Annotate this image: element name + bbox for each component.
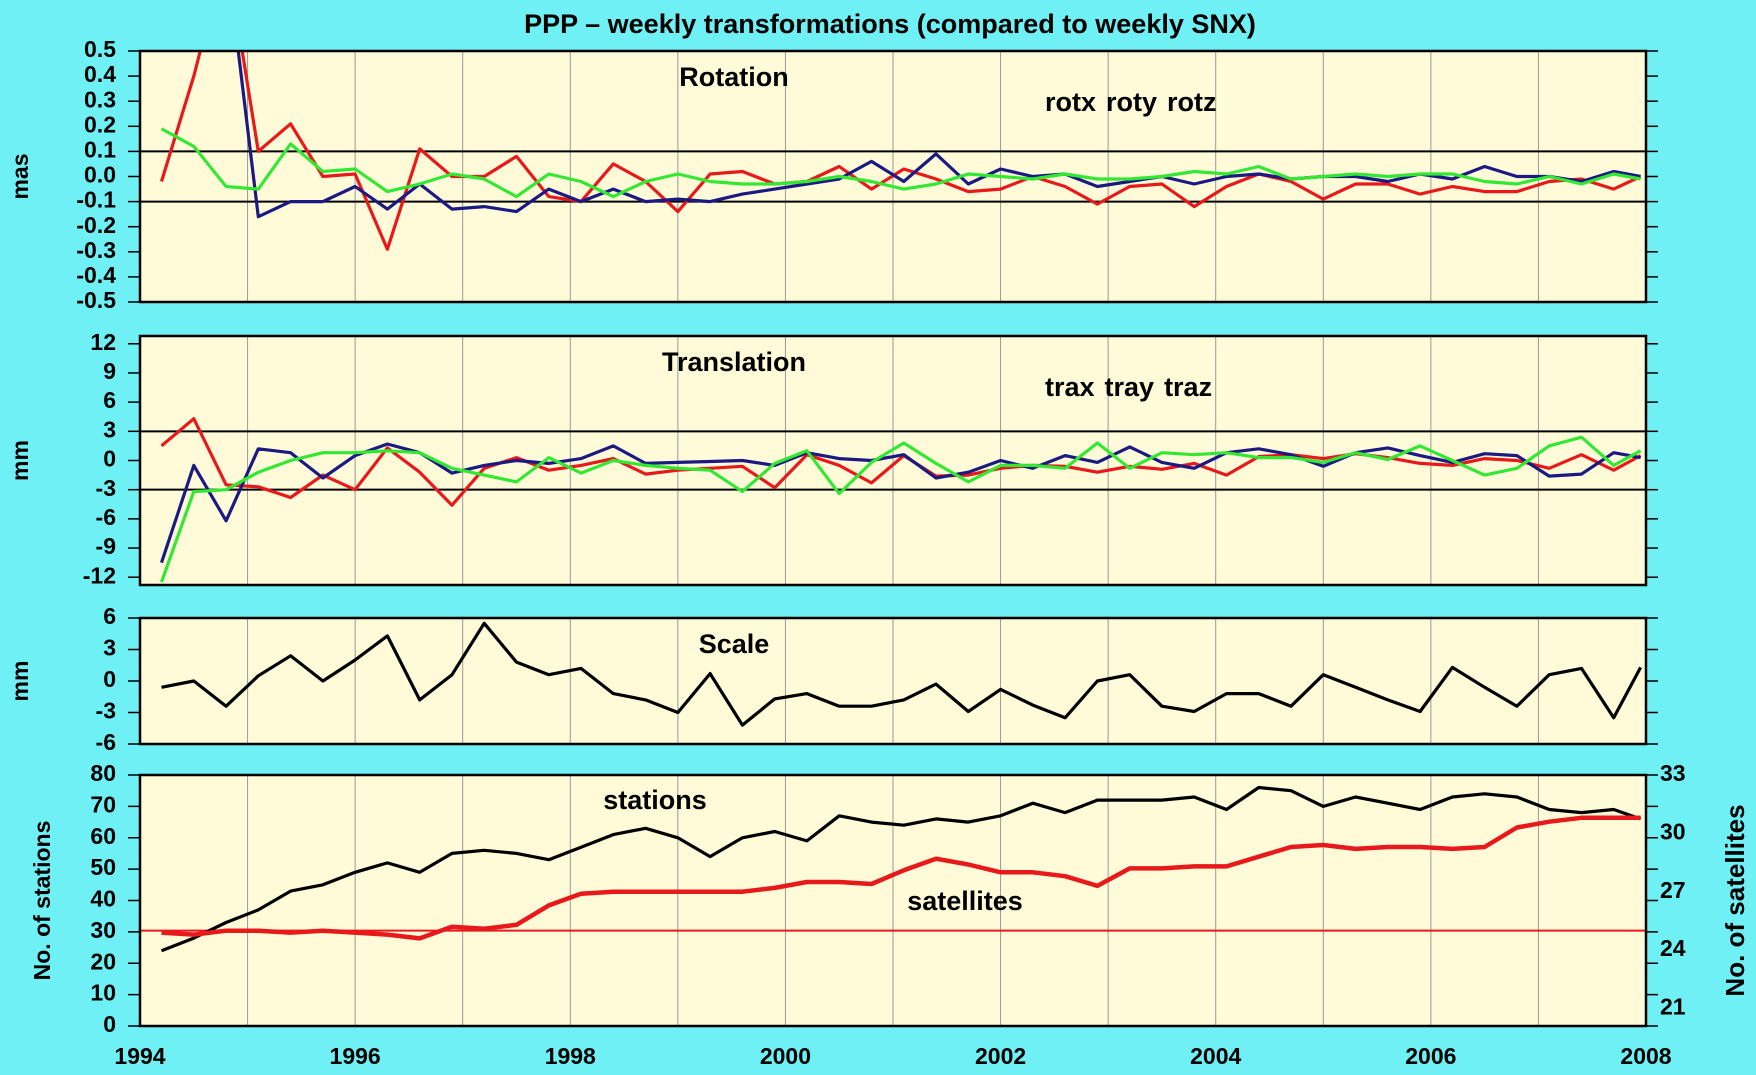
series-line [159,442,1641,564]
y-tick-label: 0.2 [84,111,116,137]
y-axis-label: mas [7,153,33,199]
plot-frame [138,334,1648,587]
series-line [161,621,1643,727]
y-tick-label: 10 [90,980,116,1006]
y-tick-label: 3 [103,416,116,442]
series-line [159,435,1642,583]
y-tick-label: 6 [103,387,116,413]
panel-title: Translation [662,347,806,377]
y-tick-label: -9 [96,533,116,559]
legend-entry: roty [1106,87,1157,117]
x-tick-label: 1996 [330,1043,381,1069]
plot-frame [138,773,1648,1028]
y-tick-label: -0.4 [76,262,116,288]
x-tick-label: 2000 [760,1043,811,1069]
legend-entry: rotx [1045,87,1096,117]
x-tick-label: 2004 [1190,1043,1241,1069]
y-tick-label: -6 [96,729,116,755]
y-tick-label: 0.1 [84,136,116,162]
y-tick-label: 6 [103,603,116,629]
y-tick-label: 0 [103,446,116,472]
y-tick-label: -3 [96,475,116,501]
legend-entry: tray [1105,372,1155,402]
plot-frame [138,616,1648,746]
y2-tick-label: 27 [1660,877,1686,903]
y-tick-label: -6 [96,504,116,530]
y-tick-label: -0.5 [76,287,116,313]
x-tick-label: 2006 [1405,1043,1456,1069]
plot-frame [138,49,1648,304]
panel-title: Rotation [679,62,788,92]
y-tick-label: 0.3 [84,86,116,112]
y2-axis-label: No. of satellites [1720,804,1750,996]
y-tick-label: 9 [103,358,116,384]
y-axis-label: No. of stations [29,821,55,981]
panel-title: Scale [699,629,770,659]
legend-entry: trax [1045,372,1095,402]
y-tick-label: 3 [103,635,116,661]
x-tick-label: 2002 [975,1043,1026,1069]
y-tick-label: 70 [90,791,116,817]
chart-title: PPP – weekly transformations (compared t… [524,9,1256,39]
series-line [160,785,1642,953]
y-tick-label: -3 [96,698,116,724]
series-label: satellites [907,886,1023,916]
y-tick-label: 50 [90,854,116,880]
y-tick-label: -0.2 [76,212,116,238]
x-tick-label: 2008 [1620,1043,1671,1069]
y2-tick-label: 33 [1660,760,1686,786]
y-tick-label: 0.4 [84,61,116,87]
y-tick-label: 40 [90,886,116,912]
series-line [236,51,1641,219]
series-line [161,815,1641,941]
y-tick-label: -12 [83,562,116,588]
series-line [160,127,1641,199]
y-tick-label: 12 [90,329,116,355]
legend-entry: rotz [1167,87,1217,117]
y-tick-label: 20 [90,948,116,974]
x-tick-label: 1994 [114,1043,165,1069]
y-tick-label: -0.1 [76,187,116,213]
y-axis-label: mm [7,440,33,481]
series-line [159,51,1642,251]
y-tick-label: 0 [103,666,116,692]
x-tick-label: 1998 [545,1043,596,1069]
series-label: stations [603,785,707,815]
y-tick-label: 0 [103,1011,116,1037]
y-axis-label: mm [7,661,33,702]
y2-tick-label: 24 [1660,935,1686,961]
y2-tick-label: 30 [1660,818,1686,844]
y-tick-label: 80 [90,760,116,786]
y-tick-label: 30 [90,917,116,943]
y-tick-label: -0.3 [76,237,116,263]
legend-entry: traz [1164,372,1212,402]
y-tick-label: 0.5 [84,36,116,62]
y-tick-label: 0.0 [84,162,116,188]
y2-tick-label: 21 [1660,994,1686,1020]
y-tick-label: 60 [90,823,116,849]
